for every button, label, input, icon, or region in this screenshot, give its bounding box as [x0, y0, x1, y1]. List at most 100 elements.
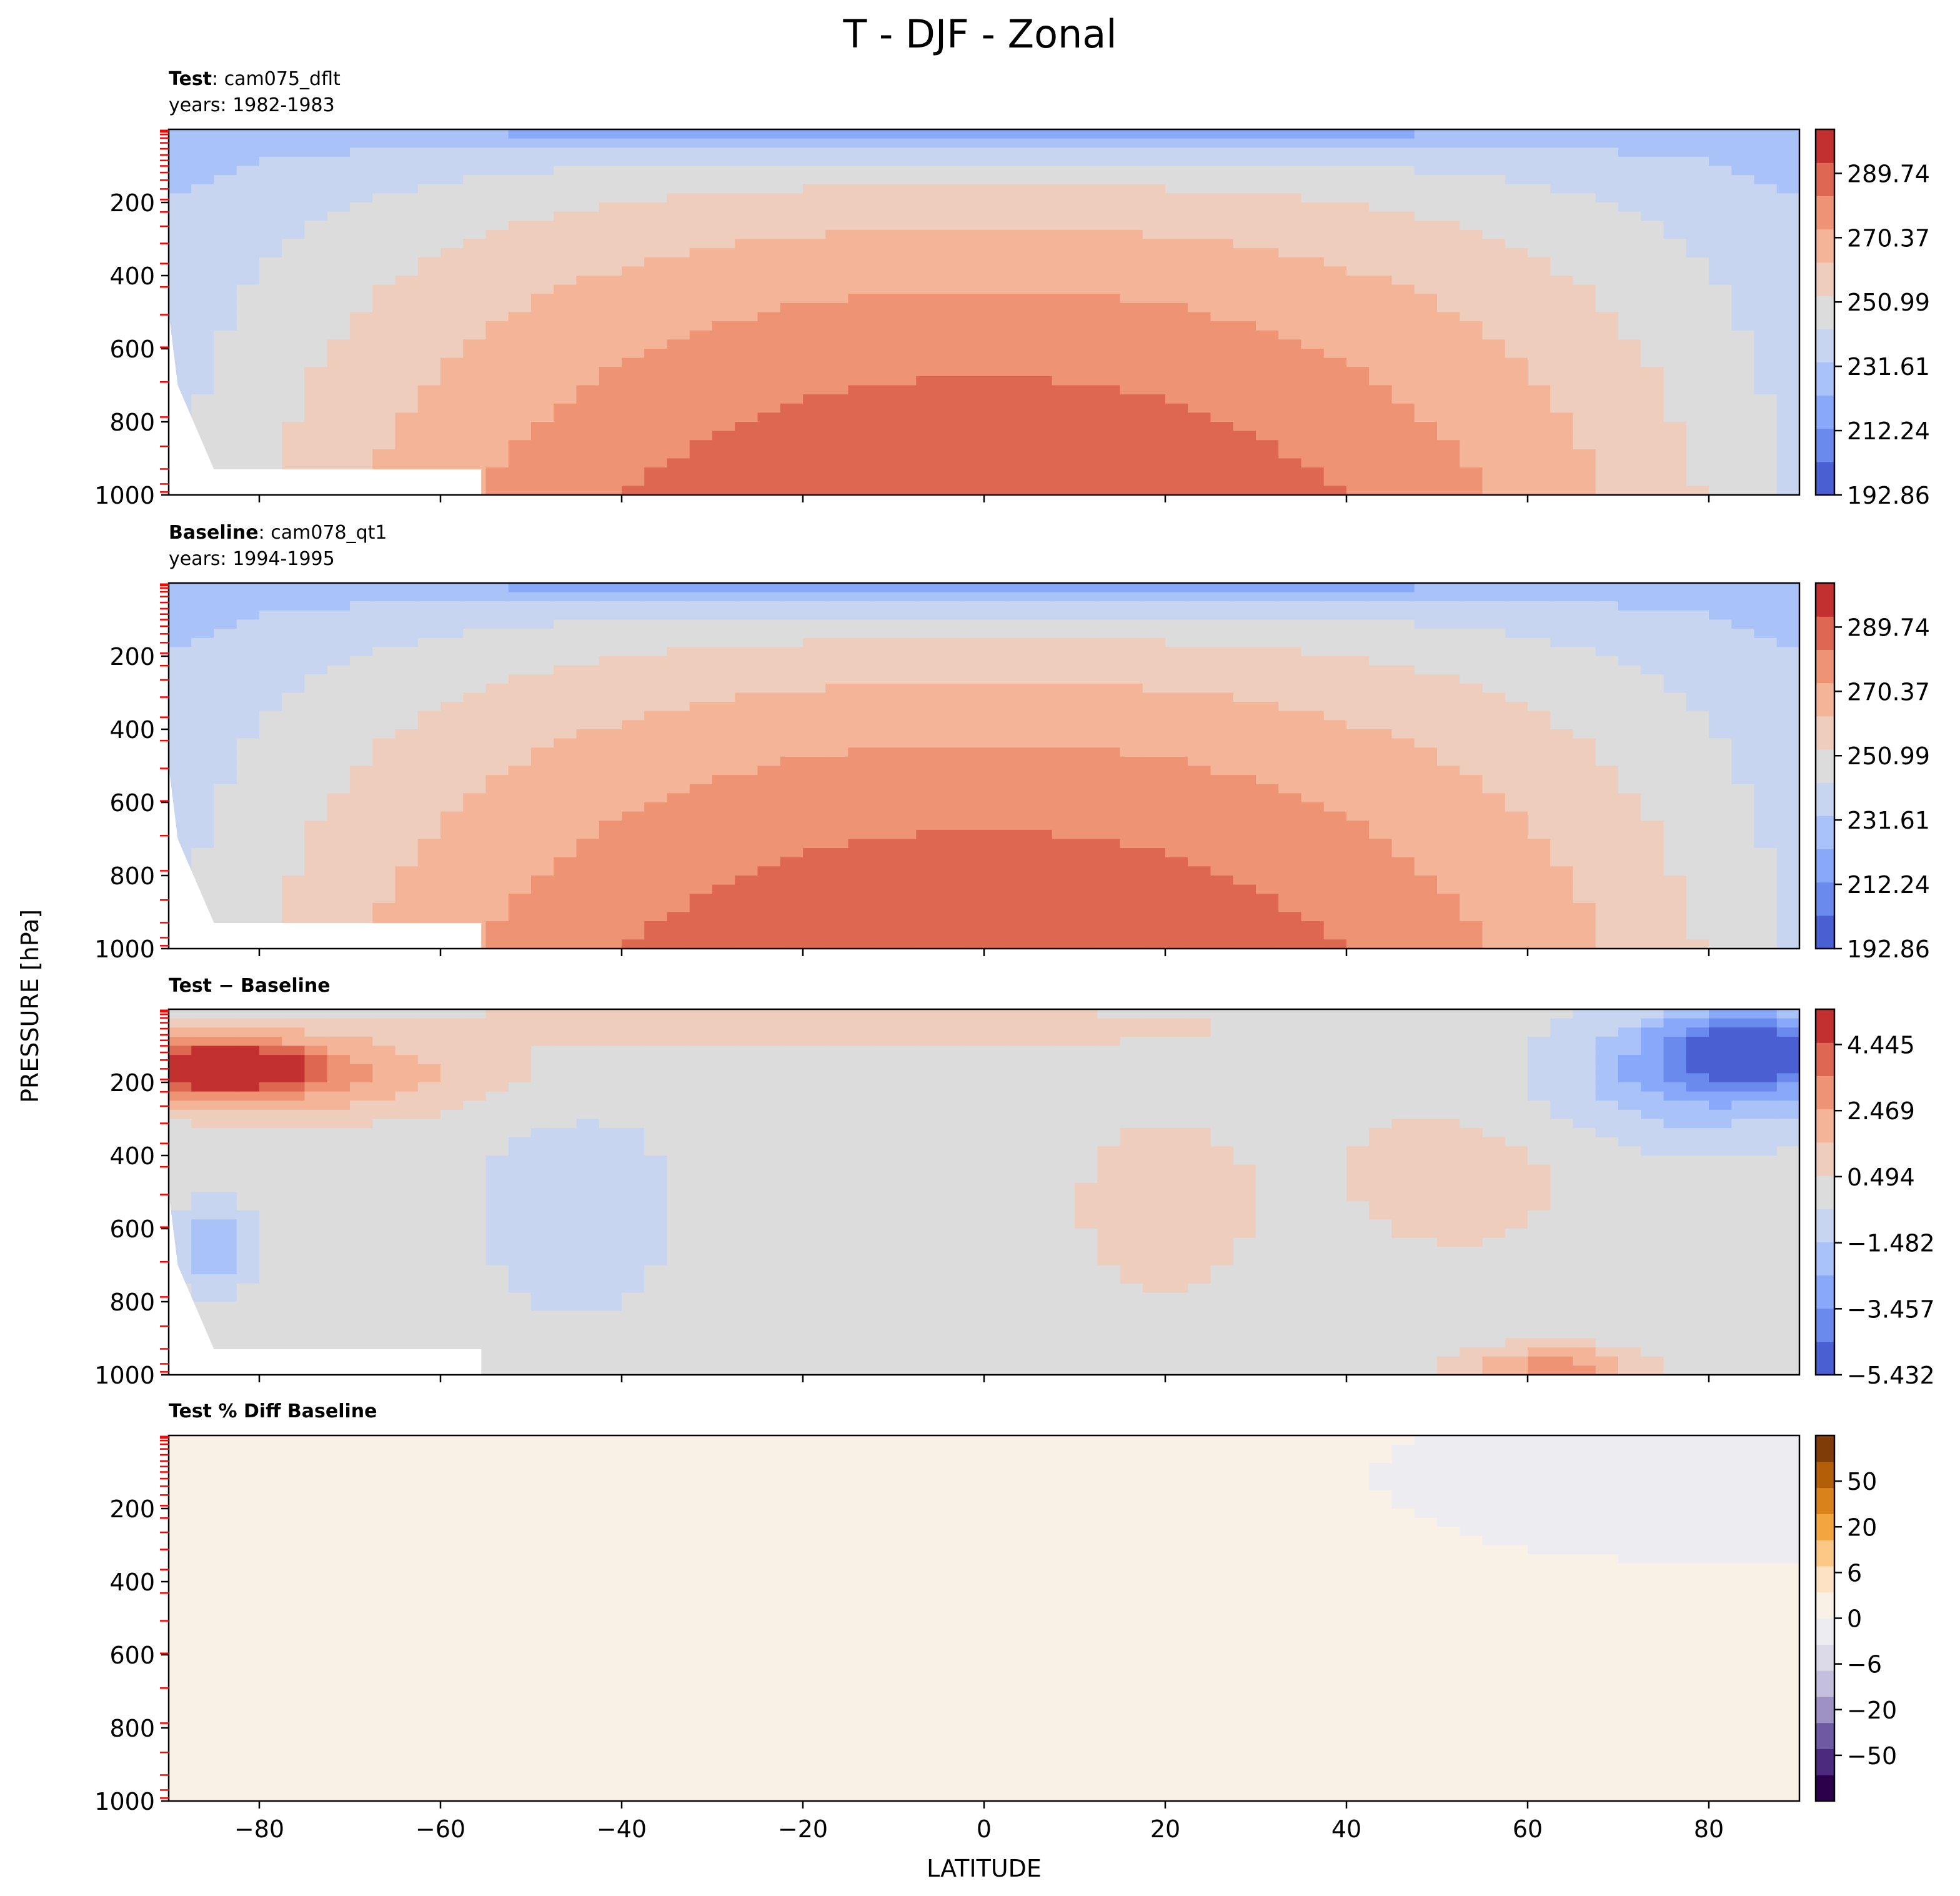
- contour-cell: [1278, 674, 1302, 684]
- contour-cell: [1754, 175, 1778, 185]
- contour-cell: [485, 294, 509, 304]
- contour-cell: [1165, 175, 1189, 185]
- contour-cell: [689, 193, 713, 203]
- contour-cell: [259, 756, 283, 767]
- contour-cell: [712, 583, 736, 593]
- contour-cell: [1437, 175, 1461, 185]
- contour-cell: [848, 857, 872, 867]
- contour-cell: [1369, 284, 1393, 295]
- contour-cell: [554, 193, 577, 203]
- contour-cell: [1142, 248, 1166, 258]
- contour-cell: [825, 866, 849, 876]
- contour-cell: [372, 601, 396, 611]
- contour-cell: [554, 184, 577, 194]
- contour-cell: [508, 592, 532, 602]
- contour-cell: [282, 738, 306, 749]
- contour-cell: [938, 184, 962, 194]
- contour-cell: [803, 884, 827, 895]
- contour-cell: [599, 592, 622, 602]
- contour-cell: [870, 138, 894, 149]
- contour-cell: [689, 239, 713, 249]
- contour-cell: [304, 729, 328, 739]
- contour-cell: [508, 629, 532, 639]
- contour-cell: [554, 930, 577, 941]
- contour-cell: [282, 720, 306, 730]
- contour-cell: [1278, 211, 1302, 222]
- contour-cell: [576, 202, 600, 212]
- contour-cell: [531, 312, 555, 322]
- contour-cell: [644, 747, 668, 757]
- contour-cell: [1256, 138, 1280, 149]
- contour-cell: [282, 775, 306, 785]
- contour-cell: [485, 349, 509, 359]
- contour-cell: [508, 129, 532, 139]
- contour-cell: [508, 784, 532, 794]
- contour-cell: [712, 367, 736, 377]
- contour-cell: [508, 175, 532, 185]
- contour-cell: [1210, 276, 1234, 286]
- contour-cell: [1256, 839, 1280, 849]
- contour-cell: [304, 349, 328, 359]
- contour-cell: [712, 912, 736, 922]
- contour-cell: [735, 467, 759, 477]
- contour-cell: [1709, 239, 1733, 249]
- contour-cell: [735, 912, 759, 922]
- contour-cell: [531, 747, 555, 757]
- contour-cell: [757, 367, 781, 377]
- contour-cell: [1007, 683, 1030, 694]
- contour-cell: [1528, 147, 1551, 157]
- contour-cell: [1573, 211, 1596, 222]
- contour-cell: [327, 221, 351, 231]
- contour-cell: [1278, 394, 1302, 404]
- contour-cell: [1097, 784, 1121, 794]
- contour-cell: [417, 884, 441, 895]
- contour-cell: [1256, 656, 1280, 666]
- contour-cell: [599, 811, 622, 822]
- contour-cell: [916, 902, 940, 913]
- contour-cell: [1641, 467, 1664, 477]
- contour-cell: [916, 656, 940, 666]
- contour-cell: [350, 866, 374, 876]
- contour-cell: [350, 637, 374, 648]
- contour-cell: [1097, 912, 1121, 922]
- contour-cell: [735, 175, 759, 185]
- contour-cell: [236, 302, 260, 313]
- contour-cell: [1346, 266, 1370, 276]
- contour-cell: [938, 284, 962, 295]
- contour-cell: [1663, 458, 1687, 468]
- contour-cell: [1120, 866, 1143, 876]
- contour-cell: [1097, 412, 1121, 422]
- contour-cell: [825, 193, 849, 203]
- contour-cell: [644, 385, 668, 395]
- contour-cell: [576, 357, 600, 368]
- contour-cell: [1618, 476, 1642, 487]
- contour-cell: [667, 394, 690, 404]
- contour-cell: [1482, 193, 1506, 203]
- contour-cell: [961, 839, 985, 849]
- contour-cell: [1323, 476, 1347, 487]
- contour-cell: [554, 902, 577, 913]
- contour-cell: [304, 175, 328, 185]
- contour-cell: [236, 711, 260, 721]
- contour-cell: [1165, 601, 1189, 611]
- contour-cell: [236, 129, 260, 139]
- contour-cell: [712, 601, 736, 611]
- contour-cell: [1414, 440, 1438, 450]
- contour-cell: [440, 583, 464, 593]
- contour-cell: [644, 619, 668, 629]
- contour-cell: [938, 619, 962, 629]
- contour-cell: [417, 330, 441, 341]
- contour-cell: [576, 683, 600, 694]
- contour-cell: [485, 284, 509, 295]
- contour-cell: [1278, 821, 1302, 831]
- contour-cell: [1233, 711, 1256, 721]
- contour-cell: [1120, 894, 1143, 904]
- contour-cell: [1709, 321, 1733, 331]
- contour-cell: [780, 440, 803, 450]
- contour-cell: [576, 866, 600, 876]
- contour-cell: [689, 422, 713, 432]
- contour-cell: [893, 665, 917, 676]
- contour-cell: [780, 601, 803, 611]
- contour-cell: [1165, 665, 1189, 676]
- contour-cell: [214, 629, 237, 639]
